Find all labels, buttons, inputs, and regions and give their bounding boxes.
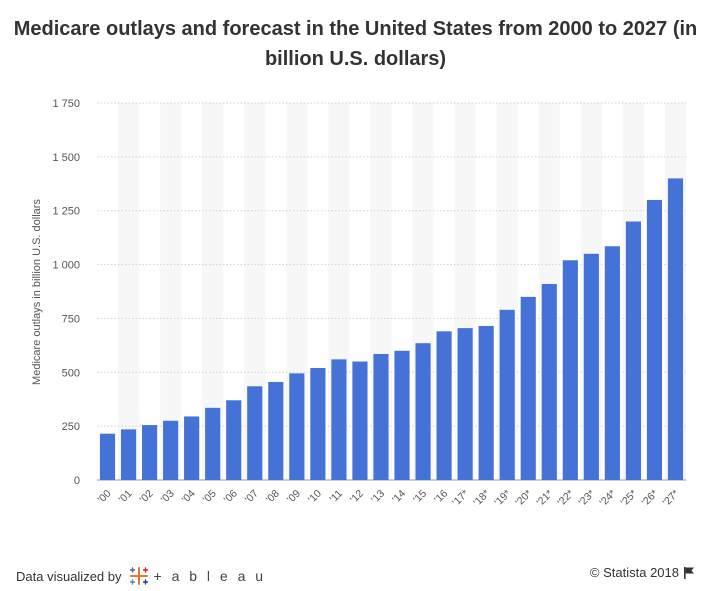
bar[interactable]	[667, 178, 684, 480]
bar[interactable]	[394, 350, 410, 480]
y-axis-ticks: 0 250 500 750 1 000 1 250 1 500 1 750	[52, 98, 80, 487]
x-tick-label: '25*	[618, 488, 639, 509]
x-tick-label: '11	[327, 488, 345, 506]
tableau-logo-icon[interactable]: + a b l e a u	[128, 565, 267, 587]
x-tick-label: '18*	[471, 488, 492, 509]
x-tick-label: '10	[306, 488, 324, 506]
y-tick-label: 250	[62, 421, 80, 433]
x-tick-label: '16	[432, 488, 450, 506]
bar[interactable]	[457, 328, 473, 480]
data-visualized-label: Data visualized by	[16, 568, 122, 584]
bar[interactable]	[310, 367, 326, 480]
column-band	[244, 103, 266, 480]
bar[interactable]	[604, 246, 620, 480]
x-axis-ticks: '00'01'02'03'04'05'06'07'08'09'10'11'12 '…	[95, 488, 681, 509]
x-tick-label: '03	[159, 488, 177, 506]
y-tick-label: 1 500	[52, 152, 80, 164]
x-tick-label: '23*	[576, 488, 597, 509]
bar[interactable]	[268, 381, 284, 480]
x-tick-label: '05	[201, 488, 219, 506]
y-tick-label: 1 250	[52, 206, 80, 218]
x-tick-label: '08	[264, 488, 282, 506]
bar[interactable]	[331, 359, 347, 480]
bar[interactable]	[436, 331, 452, 480]
x-tick-label: '26*	[640, 488, 661, 509]
tableau-wordmark: + a b l e a u	[153, 568, 267, 584]
x-tick-label: '22*	[555, 488, 576, 509]
x-tick-label: '02	[138, 488, 156, 506]
bar[interactable]	[520, 296, 536, 480]
bar[interactable]	[163, 420, 179, 480]
bar[interactable]	[583, 253, 599, 480]
x-tick-label: '06	[222, 488, 240, 506]
bar[interactable]	[562, 260, 578, 480]
copyright-text[interactable]: © Statista 2018	[589, 565, 679, 580]
bar[interactable]	[625, 221, 641, 480]
x-tick-label: '04	[180, 488, 198, 506]
column-band	[118, 103, 140, 480]
x-tick-label: '14	[390, 488, 408, 506]
bar[interactable]	[226, 400, 242, 480]
footer-source: © Statista 2018	[590, 565, 695, 580]
bar[interactable]	[373, 353, 389, 480]
y-tick-label: 0	[74, 475, 80, 487]
x-tick-label: '07	[243, 488, 261, 506]
bar[interactable]	[499, 309, 515, 480]
x-tick-label: '27*	[661, 488, 682, 509]
x-tick-label: '15	[411, 488, 429, 506]
bar[interactable]	[247, 386, 263, 480]
y-tick-label: 1 750	[52, 98, 80, 110]
bar[interactable]	[184, 416, 200, 480]
bar[interactable]	[646, 199, 663, 480]
column-band	[202, 103, 224, 480]
bar[interactable]	[289, 373, 305, 480]
bar[interactable]	[415, 343, 431, 480]
bar[interactable]	[142, 425, 158, 480]
column-band	[160, 103, 182, 480]
x-tick-label: '13	[369, 488, 387, 506]
bar[interactable]	[352, 361, 368, 480]
flag-icon[interactable]	[684, 566, 695, 579]
x-tick-label: '20*	[513, 488, 534, 509]
x-tick-label: '24*	[597, 488, 618, 509]
x-tick-label: '01	[117, 488, 135, 506]
bar[interactable]	[541, 283, 557, 480]
x-tick-label: '09	[285, 488, 303, 506]
bar[interactable]	[205, 407, 221, 480]
y-axis-label: Medicare outlays in billion U.S. dollars	[31, 199, 43, 385]
bar[interactable]	[478, 325, 494, 480]
footer-credit: Data visualized by + a b l e a u	[16, 565, 266, 587]
x-tick-label: '00	[95, 488, 113, 506]
bar[interactable]	[99, 433, 116, 480]
bar[interactable]	[120, 429, 137, 480]
x-tick-label: '21*	[534, 488, 555, 509]
chart-title: Medicare outlays and forecast in the Uni…	[13, 18, 698, 70]
y-tick-label: 1 000	[52, 260, 80, 272]
x-tick-label: '12	[348, 488, 366, 506]
bars	[99, 178, 684, 480]
y-tick-label: 750	[62, 313, 80, 325]
x-tick-label: '19*	[492, 488, 513, 509]
x-tick-label: '17*	[450, 488, 471, 509]
y-tick-label: 500	[62, 367, 80, 379]
